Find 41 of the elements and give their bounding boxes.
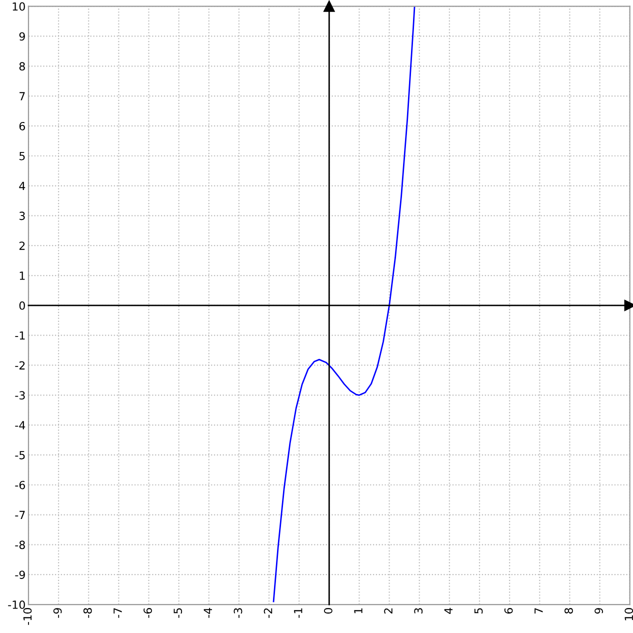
x-tick-label: -2 xyxy=(264,608,272,618)
x-tick-label: 9 xyxy=(594,608,603,614)
x-tick-label: 10 xyxy=(624,608,633,620)
y-tick-label: -7 xyxy=(15,510,25,520)
y-tick-label: 7 xyxy=(20,92,25,100)
y-tick-label: 9 xyxy=(19,32,25,41)
y-tick-label: 0 xyxy=(19,301,25,310)
x-tick-label: -7 xyxy=(114,608,122,618)
x-tick-label: 2 xyxy=(384,608,392,614)
y-tick-label: 4 xyxy=(19,182,26,190)
line-series xyxy=(272,6,416,602)
y-tick-label: -3 xyxy=(15,391,25,400)
y-tick-label: -5 xyxy=(15,451,25,460)
y-tick-label: 2 xyxy=(19,242,25,250)
y-tick-label: -1 xyxy=(15,331,25,340)
y-tick-label: -8 xyxy=(15,540,25,550)
x-tick-label: -1 xyxy=(294,608,302,618)
x-tick-label: -9 xyxy=(53,608,62,618)
y-tick-label: 6 xyxy=(19,122,26,130)
x-tick-label: -4 xyxy=(204,608,212,618)
x-tick-label: 8 xyxy=(564,608,573,614)
x-tick-label: 0 xyxy=(324,608,332,614)
y-tick-label: -6 xyxy=(15,480,26,490)
y-tick-label: 10 xyxy=(12,2,25,11)
x-tick-label: -8 xyxy=(83,608,92,618)
y-tick-label: -4 xyxy=(15,421,26,430)
y-tick-label: -9 xyxy=(15,570,25,579)
x-tick-label: 4 xyxy=(444,608,452,614)
x-tick-label: -5 xyxy=(174,608,182,618)
y-tick-label: 5 xyxy=(19,152,25,160)
x-tick-label: 5 xyxy=(474,608,483,614)
y-tick-label: 8 xyxy=(19,62,25,71)
x-tick-label: 1 xyxy=(354,608,362,614)
y-tick-label: 1 xyxy=(20,272,25,280)
x-tick-label: -6 xyxy=(144,608,152,618)
y-tick-label: 3 xyxy=(19,212,25,220)
y-tick-label: -2 xyxy=(15,361,25,370)
x-tick-label: 7 xyxy=(534,608,543,614)
x-tick-label: 3 xyxy=(414,608,423,614)
x-tick-label: -3 xyxy=(234,608,242,618)
x-tick-label: 6 xyxy=(504,608,513,614)
